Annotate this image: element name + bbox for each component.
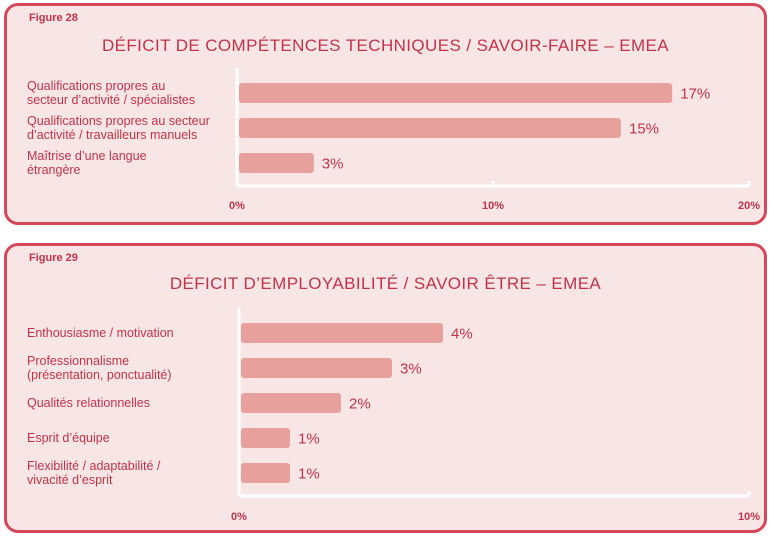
bar (239, 118, 621, 138)
x-tick-label: 10% (738, 511, 760, 523)
bar (241, 393, 341, 413)
figure-28-chart: 0% 10% 20% 17% Qualifications propres au sect… (27, 68, 760, 212)
x-tick-label: 0% (231, 511, 247, 523)
data-label: 3% (400, 361, 422, 378)
figure-label: Figure 28 (29, 12, 78, 24)
x-tick-label: 20% (738, 200, 760, 212)
category-label: Qualités relationnelles (27, 396, 150, 410)
category-label: Esprit d’équipe (27, 431, 110, 445)
data-label: 4% (451, 326, 473, 343)
bar (239, 153, 314, 173)
category-label: Maîtrise d’une langue étrangère (27, 149, 147, 177)
bar (241, 428, 290, 448)
figure-28-panel: Figure 28 DÉFICIT DE COMPÉTENCES TECHNIQ… (4, 3, 767, 225)
category-label: Qualifications propres au secteur d’activ… (27, 79, 195, 107)
x-tick-label: 0% (229, 200, 245, 212)
chart-title: DÉFICIT D’EMPLOYABILITÉ / SAVOIR ÊTRE – … (169, 274, 602, 293)
chart-title: DÉFICIT DE COMPÉTENCES TECHNIQUES / SAVO… (101, 36, 670, 55)
bar (239, 83, 673, 103)
data-label: 17% (680, 86, 710, 103)
data-label: 2% (349, 396, 371, 413)
figure-29-chart: 0% 10% 4% Enthousiasme / motivation 3% Profes… (27, 308, 760, 523)
figure-label: Figure 29 (29, 252, 78, 264)
data-label: 15% (629, 121, 659, 138)
bar (241, 323, 443, 343)
category-label: Professionnalisme (présentation, ponctual… (27, 354, 172, 382)
figure-29-panel: Figure 29 DÉFICIT D’EMPLOYABILITÉ / SAVO… (4, 243, 767, 533)
x-tick-label: 10% (482, 200, 504, 212)
data-label: 1% (298, 466, 320, 483)
category-label: Flexibilité / adaptabilité / vivacité d’e… (27, 459, 161, 487)
data-label: 1% (298, 431, 320, 448)
data-label: 3% (322, 156, 344, 173)
bar (241, 358, 392, 378)
bar (241, 463, 290, 483)
category-label: Enthousiasme / motivation (27, 326, 174, 340)
category-label: Qualifications propres au secteur d’activ… (27, 114, 210, 142)
